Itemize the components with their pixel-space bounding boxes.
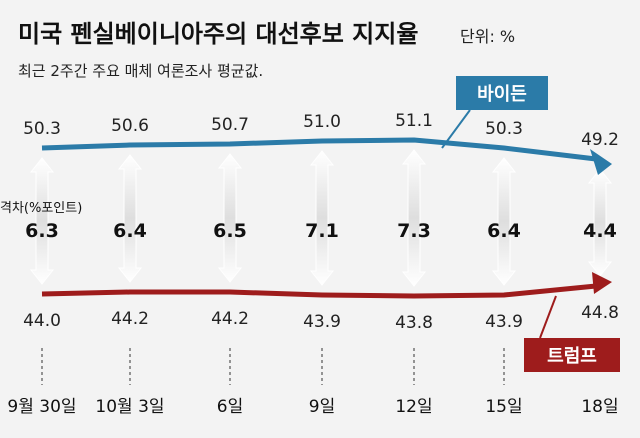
biden-tag-box [456,76,548,110]
biden-arrowhead [590,149,612,175]
gap-value-label: 6.4 [487,220,521,242]
gap-value-label: 6.4 [113,220,147,242]
x-tick-label: 9일 [309,397,335,417]
biden-line [41,137,597,162]
trump-value-label: 44.0 [23,311,61,331]
trump-line [41,283,597,299]
biden-tag-label: 바이든 [477,84,527,105]
biden-value-label: 51.1 [395,111,433,131]
biden-value-label: 50.7 [211,115,249,135]
gap-value-label: 4.4 [583,220,617,242]
trump-value-label: 43.9 [303,312,341,332]
biden-value-label: 50.6 [111,116,149,136]
gap-arrow [491,157,517,286]
trump-value-label: 44.2 [111,309,149,329]
gap-arrow [401,149,427,287]
biden-tag-leader [441,109,471,149]
biden-value-label: 50.3 [23,119,61,139]
gap-value-label: 7.3 [397,220,431,242]
gap-arrow [217,153,243,283]
x-tick-label: 15일 [485,397,522,417]
gap-arrow [29,157,55,285]
gap-axis-label: 격차(%포인트) [0,201,82,216]
gap-arrow [117,154,143,283]
biden-value-label: 49.2 [581,130,619,150]
value-label-layer: 9월 30일 10월 3일 6일 9일 12일 15일 18일 50.3 50.6 50.7 51.… [0,111,619,417]
x-tick-label: 18일 [581,397,618,417]
x-tick-label: 9월 30일 [7,397,76,417]
unit-label: 단위: % [460,27,515,46]
biden-value-label: 50.3 [485,119,523,139]
gap-value-label: 7.1 [305,220,339,242]
trump-value-label: 44.8 [581,303,619,323]
trump-arrowhead [592,272,612,294]
trump-value-label: 43.8 [395,313,433,333]
x-tick-label: 12일 [395,397,432,417]
trump-tag-label: 트럼프 [547,346,597,367]
x-tick-label: 6일 [217,397,243,417]
gap-value-label: 6.3 [25,220,59,242]
x-tick-label: 10월 3일 [95,397,164,417]
trump-tag-box [524,338,620,372]
trump-value-label: 43.9 [485,312,523,332]
biden-value-label: 51.0 [303,112,341,132]
gap-value-label: 6.5 [213,220,247,242]
chart-title: 미국 펜실베이니아주의 대선후보 지지율 [18,20,418,48]
gap-arrow [309,150,335,286]
series-line-layer [41,137,612,299]
gap-arrow-layer [29,149,613,287]
trump-value-label: 44.2 [211,309,249,329]
trump-tag-leader [539,295,557,339]
chart-subtitle: 최근 2주간 주요 매체 여론조사 평균값. [18,62,263,80]
divider-layer [41,348,505,385]
